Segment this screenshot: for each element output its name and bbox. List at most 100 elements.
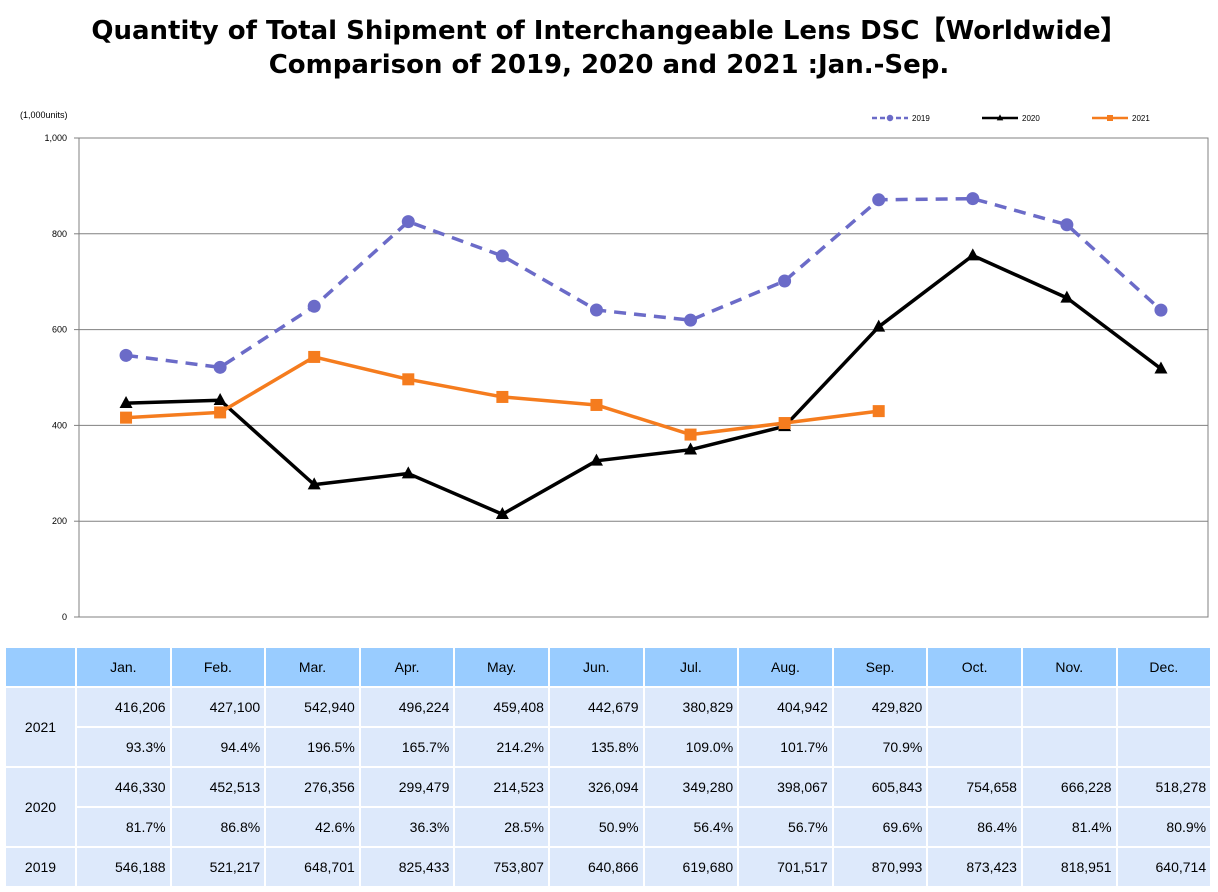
table-month-header: Jul. (642, 646, 740, 688)
table-ratio-cell: 86.4% (926, 806, 1023, 848)
plot-area (78, 137, 1209, 618)
table-month-header: Dec. (1115, 646, 1213, 688)
data-point-2021 (1107, 115, 1113, 121)
table-units-cell: 521,217 (169, 846, 267, 888)
table-units-cell: 429,820 (831, 686, 929, 728)
table-units-cell: 542,940 (264, 686, 361, 728)
data-point-2020 (213, 393, 227, 406)
chart-title-line2: Comparison of 2019, 2020 and 2021 :Jan.-… (268, 50, 950, 80)
data-point-2021 (308, 350, 321, 363)
data-point-2020 (589, 453, 603, 466)
data-point-2021 (590, 398, 603, 411)
line-chart: (1,000units) 0 200 400 600 800 1,000 2019 2020… (20, 110, 1209, 622)
data-point-2020 (872, 319, 886, 332)
data-point-2019 (495, 249, 509, 263)
data-point-2020 (307, 477, 321, 490)
table-month-header: Oct. (926, 646, 1023, 688)
table-ratio-cell (1115, 726, 1213, 768)
table-row: 93.3% 94.4% 196.5% 165.7% 214.2% 135.8% 109.0%… (5, 726, 1213, 768)
data-point-2020 (1060, 290, 1074, 303)
table-row: 2020 446,330 452,513 276,356 299,479 214,523 3… (4, 766, 1213, 848)
data-point-2021 (496, 390, 509, 403)
table-units-cell: 404,942 (737, 686, 834, 728)
table-year-cell: 2021 (4, 686, 77, 768)
table-ratio-cell: 94.4% (169, 726, 267, 768)
legend-label-2019: 2019 (912, 114, 930, 123)
data-point-2019 (684, 313, 698, 327)
table-month-header: Nov. (1020, 646, 1118, 688)
table-ratio-cell: 50.9% (547, 806, 645, 848)
data-point-2021 (778, 417, 791, 430)
legend-label-2020: 2020 (1022, 114, 1040, 123)
data-point-2019 (589, 303, 603, 317)
y-axis-unit-label: (1,000units) (20, 110, 68, 120)
table-ratio-cell: 196.5% (264, 726, 361, 768)
table-month-header: Mar. (264, 646, 361, 688)
table-units-cell: 666,228 (1020, 766, 1118, 808)
table-ratio-cell: 70.9% (831, 726, 929, 768)
table-units-cell: 416,206 (75, 686, 172, 728)
data-point-2020 (119, 396, 133, 409)
table-units-cell: 870,993 (831, 846, 929, 888)
y-tick-label: 0 (62, 612, 67, 622)
gridlines (79, 233, 1208, 522)
table-ratio-cell: 109.0% (642, 726, 740, 768)
data-point-2021 (214, 406, 227, 419)
table-units-cell: 214,523 (453, 766, 550, 808)
table-month-header: Feb. (169, 646, 267, 688)
table-units-cell: 640,714 (1115, 846, 1213, 888)
table-row: 2019 546,188 521,217 648,701 825,433 753,807 6… (4, 846, 1213, 888)
table-ratio-cell: 93.3% (75, 726, 172, 768)
table-row: 2021 416,206 427,100 542,940 496,224 459,408 4… (4, 686, 1213, 768)
data-point-2020 (966, 248, 980, 261)
table-units-cell: 701,517 (737, 846, 834, 888)
table-ratio-cell: 80.9% (1115, 806, 1213, 848)
table-month-header: May. (453, 646, 550, 688)
data-point-2021 (402, 373, 415, 386)
table-month-header: Aug. (737, 646, 834, 688)
legend: 2019 2020 2021 (872, 114, 1150, 123)
table-units-cell: 442,679 (547, 686, 645, 728)
table-units-cell: 349,280 (642, 766, 740, 808)
y-tick-label: 200 (52, 516, 67, 526)
table-units-cell: 496,224 (358, 686, 456, 728)
table-ratio-cell: 165.7% (358, 726, 456, 768)
table-month-header: Jan. (75, 646, 172, 688)
series-group (119, 192, 1168, 520)
y-tick-label: 400 (52, 420, 67, 430)
data-point-2020 (684, 442, 698, 455)
data-point-2019 (1060, 218, 1074, 232)
table-units-cell: 640,866 (547, 846, 645, 888)
table-units-cell: 452,513 (169, 766, 267, 808)
table-units-cell: 446,330 (75, 766, 172, 808)
table-units-cell: 427,100 (169, 686, 267, 728)
table-units-cell: 518,278 (1115, 766, 1213, 808)
data-point-2020 (1154, 361, 1168, 374)
table-ratio-cell: 214.2% (453, 726, 550, 768)
data-point-2020 (495, 507, 509, 520)
table-header-row: Jan. Feb. Mar. Apr. May. Jun. Jul. Aug. Sep. Oct.… (4, 646, 1213, 688)
data-point-2021 (872, 405, 885, 418)
table-units-cell: 546,188 (75, 846, 172, 888)
y-axis-ticks: 0 200 400 600 800 1,000 (44, 133, 79, 622)
table-units-cell: 459,408 (453, 686, 550, 728)
data-point-2019 (307, 299, 321, 313)
table-units-cell: 825,433 (358, 846, 456, 888)
table-month-header: Jun. (547, 646, 645, 688)
table-units-cell: 648,701 (264, 846, 361, 888)
series-line-2019 (125, 196, 1163, 370)
table-ratio-cell (1020, 726, 1118, 768)
data-point-2019 (778, 274, 792, 288)
data-point-2020 (996, 114, 1004, 121)
table-units-cell: 818,951 (1020, 846, 1118, 888)
table-ratio-cell: 28.5% (453, 806, 550, 848)
legend-label-2021: 2021 (1132, 114, 1150, 123)
table-ratio-cell: 86.8% (169, 806, 267, 848)
table-units-cell: 753,807 (453, 846, 550, 888)
chart-title-line1: Quantity of Total Shipment of Interchang… (91, 16, 1127, 46)
data-point-2019 (119, 348, 133, 362)
table-ratio-cell (926, 726, 1023, 768)
table-units-cell (1115, 686, 1213, 728)
table-units-cell: 398,067 (737, 766, 834, 808)
y-tick-label: 600 (52, 325, 67, 335)
